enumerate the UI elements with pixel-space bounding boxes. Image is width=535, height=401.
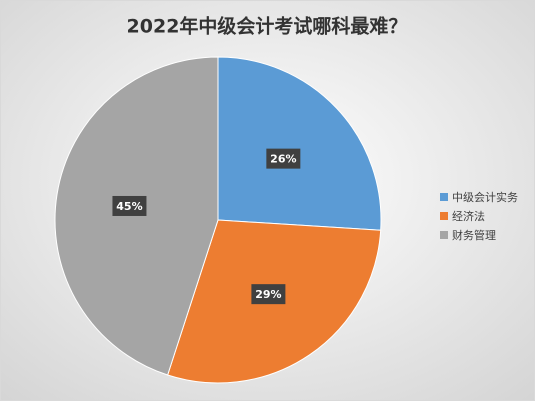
chart-title: 2022年中级会计考试哪科最难？ (127, 15, 408, 38)
legend-swatch (440, 193, 448, 201)
data-label-box (251, 284, 286, 305)
data-label: 45% (116, 200, 142, 213)
legend-swatch (440, 212, 448, 220)
data-label: 29% (255, 288, 281, 301)
legend-label: 财务管理 (452, 228, 496, 242)
pie-slice (54, 56, 219, 376)
data-label: 26% (270, 153, 296, 166)
data-label-box (112, 195, 147, 216)
data-label-box (266, 148, 301, 169)
legend-label: 中级会计实务 (452, 190, 518, 204)
legend-swatch (440, 231, 448, 239)
pie-slice (217, 56, 382, 231)
legend-label: 经济法 (452, 209, 485, 223)
